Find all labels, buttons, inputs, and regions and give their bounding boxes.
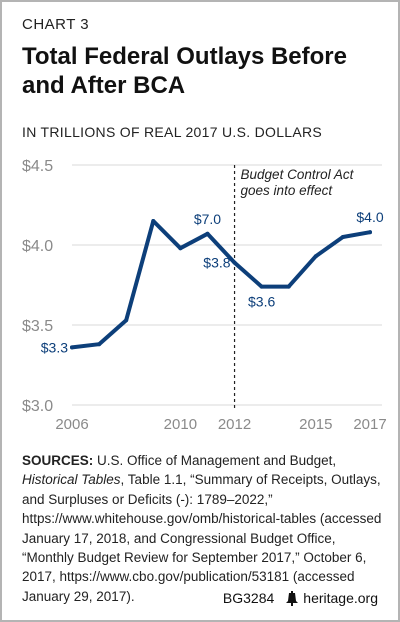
site-link[interactable]: heritage.org (303, 590, 378, 606)
sources-text-1: U.S. Office of Management and Budget, (93, 453, 337, 468)
footer: BG3284 heritage.org (223, 590, 378, 606)
data-point (151, 219, 156, 223)
data-point (124, 318, 129, 323)
data-point (97, 342, 102, 347)
data-label: $4.0 (356, 209, 383, 225)
data-label: $3.8 (203, 255, 230, 271)
sources-label: SOURCES: (22, 453, 94, 468)
data-point (232, 260, 237, 265)
y-tick-label: $3.5 (22, 318, 53, 335)
y-tick-label: $4.0 (22, 238, 53, 255)
chart-title: Total Federal Outlays Before and After B… (22, 43, 347, 99)
data-point (286, 284, 291, 289)
outlays-series-line (70, 219, 372, 350)
data-point (259, 284, 264, 289)
data-label: $7.0 (194, 211, 221, 227)
data-point (178, 246, 183, 251)
data-point (205, 231, 210, 236)
annotation-text: Budget Control Act (241, 167, 355, 182)
x-tick-label: 2010 (164, 416, 197, 432)
x-tick-label: 2006 (55, 416, 88, 432)
y-tick-label: $3.0 (22, 398, 53, 415)
liberty-bell-icon (286, 590, 299, 606)
data-point (70, 345, 74, 350)
sources-text-2: , Table 1.1, “Summary of Receipts, Outla… (22, 472, 382, 604)
y-tick-label: $4.5 (22, 158, 53, 175)
data-point (368, 230, 372, 235)
sources-italic-title: Historical Tables (22, 472, 121, 488)
data-point (313, 254, 318, 259)
data-point (340, 235, 345, 239)
data-label: $3.3 (41, 339, 68, 355)
report-code: BG3284 (222, 590, 275, 606)
x-tick-label: 2012 (218, 416, 251, 432)
x-tick-label: 2015 (299, 416, 332, 432)
x-tick-label: 2017 (353, 416, 386, 432)
annotation-text: goes into effect (241, 183, 334, 198)
sources-note: SOURCES: U.S. Office of Management and B… (22, 451, 384, 606)
data-label: $3.6 (248, 294, 275, 310)
chart-number: CHART 3 (22, 16, 90, 33)
chart-subtitle: IN TRILLIONS OF REAL 2017 U.S. DOLLARS (22, 124, 323, 140)
